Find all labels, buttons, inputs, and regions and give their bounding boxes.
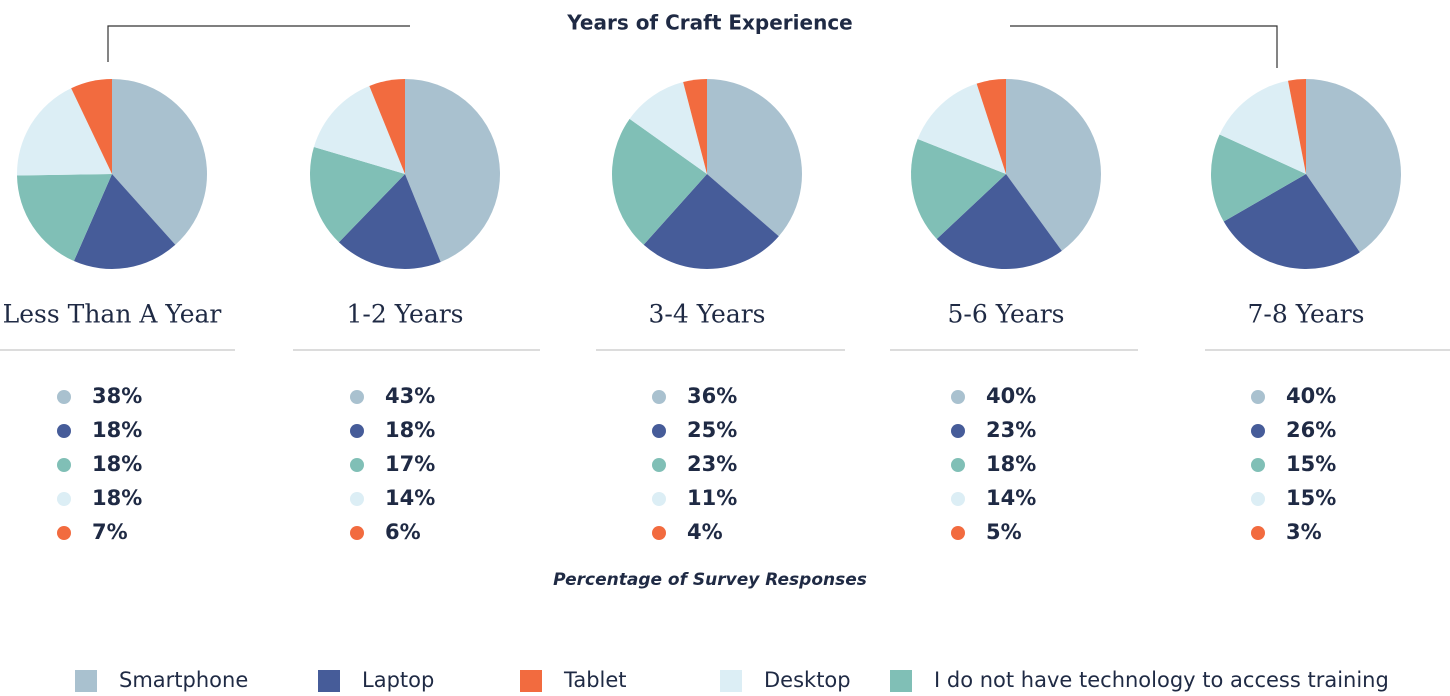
legend-dot — [652, 492, 666, 506]
legend-dot — [57, 424, 71, 438]
pie-slice — [612, 118, 707, 245]
legend-dot — [652, 526, 666, 540]
legend-dot — [951, 390, 965, 404]
legend-dot — [951, 492, 965, 506]
legend-dot — [652, 424, 666, 438]
pie-slice — [112, 79, 208, 245]
legend-swatch — [75, 670, 97, 692]
legend-dot — [350, 458, 364, 472]
value-label: 18% — [92, 418, 142, 442]
legend-dot — [57, 526, 71, 540]
legend-dot — [1251, 424, 1265, 438]
pie-slice — [910, 139, 1006, 240]
legend-swatch — [520, 670, 542, 692]
pie-slice — [917, 83, 1006, 174]
legend-dot — [57, 458, 71, 472]
legend-label: Tablet — [563, 668, 627, 692]
pie-slice — [1223, 174, 1360, 270]
legend-label: I do not have technology to access train… — [934, 668, 1389, 692]
value-label: 43% — [385, 384, 435, 408]
legend-label: Desktop — [764, 668, 851, 692]
value-label: 18% — [385, 418, 435, 442]
pie-slice — [643, 174, 779, 269]
legend-dot — [350, 526, 364, 540]
pie-slice — [16, 88, 112, 176]
legend-dot — [350, 390, 364, 404]
pie-slice — [1288, 79, 1306, 174]
pie-slice — [629, 82, 707, 174]
pie-title: 1-2 Years — [346, 300, 463, 329]
legend-swatch — [318, 670, 340, 692]
value-label: 17% — [385, 452, 435, 476]
bracket — [1010, 25, 1278, 68]
pie-slice — [707, 79, 803, 237]
legend-dot — [652, 390, 666, 404]
pie-slice — [405, 79, 501, 263]
value-label: 38% — [92, 384, 142, 408]
legend-dot — [1251, 390, 1265, 404]
value-label: 18% — [92, 452, 142, 476]
pie-slice — [17, 174, 113, 262]
value-label: 23% — [986, 418, 1036, 442]
value-label: 5% — [986, 520, 1022, 544]
legend-dot — [57, 390, 71, 404]
value-label: 4% — [687, 520, 723, 544]
value-label: 15% — [1286, 452, 1336, 476]
pie-title: 5-6 Years — [947, 300, 1064, 329]
legend-dot — [57, 492, 71, 506]
pie-title: Less Than A Year — [3, 300, 222, 329]
legend-swatch — [720, 670, 742, 692]
pie-slice — [73, 174, 176, 269]
legend-label: Smartphone — [119, 668, 248, 692]
value-label: 18% — [92, 486, 142, 510]
pie-slice — [1006, 79, 1102, 251]
value-label: 14% — [385, 486, 435, 510]
legend-label: Laptop — [362, 668, 434, 692]
pie-slice — [683, 79, 707, 174]
value-label: 26% — [1286, 418, 1336, 442]
legend-dot — [652, 458, 666, 472]
pie-slice — [1211, 134, 1306, 222]
pie-slice — [71, 79, 112, 174]
value-label: 40% — [1286, 384, 1336, 408]
legend-dot — [951, 458, 965, 472]
subtitle: Percentage of Survey Responses — [553, 570, 867, 590]
pie-slice — [309, 146, 405, 243]
pie-slice — [369, 79, 405, 174]
pie-slice — [313, 85, 405, 174]
value-label: 15% — [1286, 486, 1336, 510]
value-label: 14% — [986, 486, 1036, 510]
pie-slice — [1306, 79, 1402, 253]
value-label: 40% — [986, 384, 1036, 408]
pie-slice — [936, 174, 1062, 269]
chart-title: Years of Craft Experience — [566, 11, 853, 35]
legend-dot — [1251, 458, 1265, 472]
legend-dot — [951, 526, 965, 540]
value-label: 3% — [1286, 520, 1322, 544]
value-label: 25% — [687, 418, 737, 442]
legend-swatch — [890, 670, 912, 692]
value-label: 36% — [687, 384, 737, 408]
pie-title: 3-4 Years — [648, 300, 765, 329]
legend-dot — [1251, 492, 1265, 506]
value-label: 7% — [92, 520, 128, 544]
bracket — [107, 25, 410, 62]
pie-slice — [338, 174, 441, 269]
pie-slice — [976, 79, 1006, 174]
legend-dot — [1251, 526, 1265, 540]
value-label: 11% — [687, 486, 737, 510]
pie-title: 7-8 Years — [1247, 300, 1364, 329]
value-label: 6% — [385, 520, 421, 544]
legend-dot — [350, 424, 364, 438]
legend-dot — [951, 424, 965, 438]
legend-dot — [350, 492, 364, 506]
value-label: 18% — [986, 452, 1036, 476]
pie-slice — [1219, 80, 1306, 174]
value-label: 23% — [687, 452, 737, 476]
